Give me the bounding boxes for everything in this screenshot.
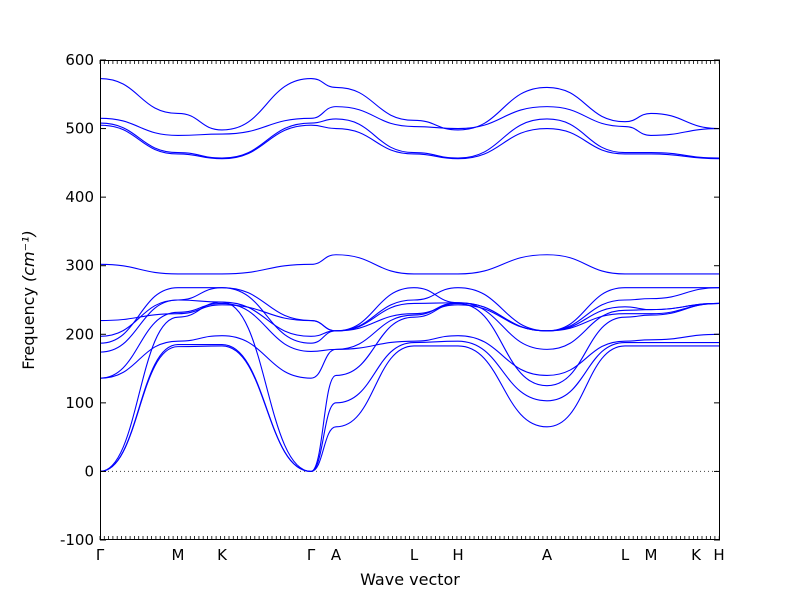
y-tick-label: 500	[65, 120, 94, 138]
x-tick-label: H	[713, 546, 724, 564]
phonon-branch	[99, 287, 719, 344]
phonon-branch	[99, 333, 720, 379]
phonon-branch	[99, 301, 720, 472]
x-tick-label: H	[452, 546, 463, 564]
x-tick-label: Γ	[307, 546, 316, 564]
y-ticks: -100 0 100 200 300 400 500 600	[60, 51, 720, 549]
x-tick-label: L	[410, 546, 419, 564]
x-tick-label: L	[621, 546, 630, 564]
plot-frame	[100, 60, 720, 540]
x-tick-label: M	[645, 546, 658, 564]
y-tick-label: 400	[65, 188, 94, 206]
phonon-branch	[99, 118, 720, 159]
y-axis-label: Frequency (cm⁻¹)	[19, 230, 38, 369]
x-tick-label: K	[217, 546, 228, 564]
phonon-branch	[99, 254, 719, 275]
y-axis-label-unit: (cm⁻¹)	[19, 230, 38, 282]
x-tick-label: A	[542, 546, 553, 564]
phonon-branch	[99, 302, 720, 379]
phonon-branch	[99, 340, 719, 472]
phonon-branch	[99, 345, 719, 472]
phonon-branch	[99, 299, 720, 337]
phonon-branch	[99, 106, 720, 136]
phonon-branch	[99, 287, 720, 353]
y-tick-label: 100	[65, 394, 94, 412]
phonon-branch	[99, 302, 720, 332]
x-axis-label: Wave vector	[360, 570, 460, 589]
y-axis-label-text: Frequency	[19, 287, 38, 370]
x-tick-label: Γ	[96, 546, 105, 564]
phonon-branch	[99, 124, 720, 160]
phonon-branch	[99, 77, 720, 131]
y-tick-label: 300	[65, 257, 94, 275]
y-tick-label: 600	[65, 51, 94, 69]
x-tick-label: A	[331, 546, 342, 564]
series-layer	[99, 77, 720, 472]
y-tick-label: -100	[60, 531, 94, 549]
y-tick-label: 0	[84, 462, 94, 480]
y-tick-label: 200	[65, 325, 94, 343]
x-tick-label: K	[691, 546, 702, 564]
x-tick-label: M	[172, 546, 185, 564]
